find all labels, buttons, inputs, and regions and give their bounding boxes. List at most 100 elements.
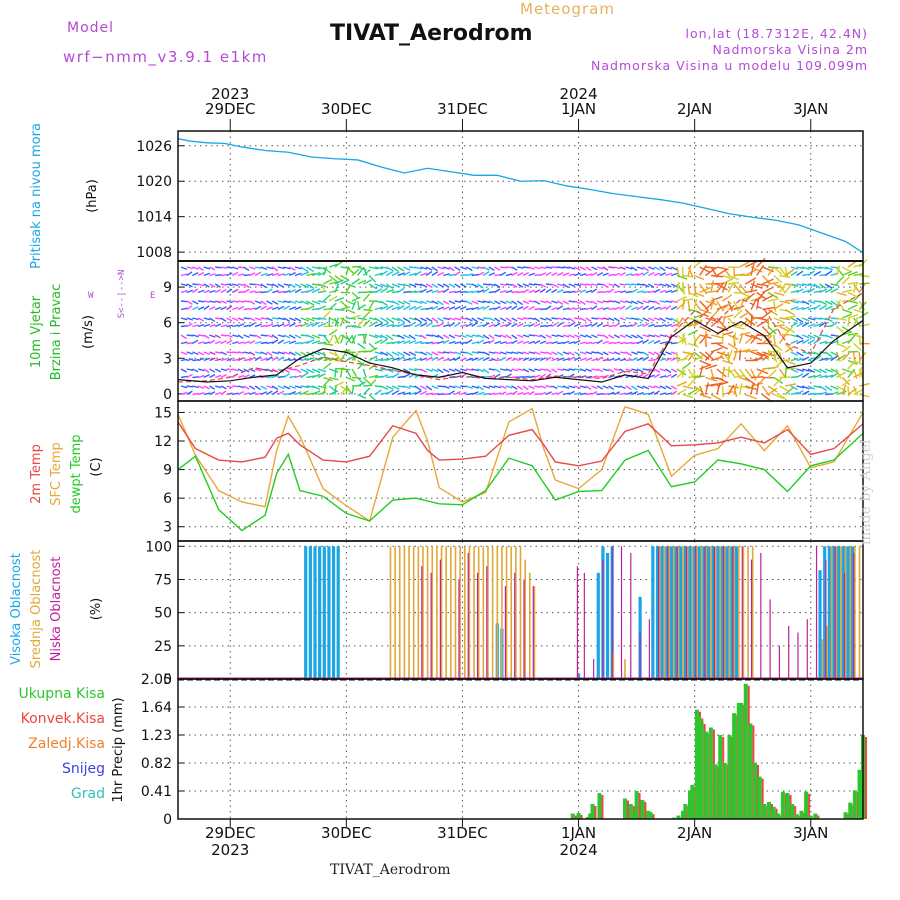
- wind-barb: [425, 368, 433, 373]
- wind-barb: [243, 334, 250, 338]
- wind-barb: [841, 345, 852, 353]
- wind-barb: [494, 340, 501, 345]
- wind-barb: [192, 324, 199, 328]
- wind-barb: [784, 308, 795, 316]
- ytick-label-precip: 2.05: [141, 672, 172, 688]
- ytick-label-pressure: 1020: [136, 174, 172, 190]
- wind-barb: [420, 341, 428, 345]
- wind-barb: [602, 283, 609, 288]
- wind-barb: [294, 368, 302, 374]
- wind-barb: [665, 300, 673, 303]
- precip-total-bar: [785, 793, 790, 819]
- wind-barb: [847, 316, 851, 327]
- wind-barb: [288, 322, 296, 328]
- precip-total-bar: [713, 764, 718, 819]
- wind-barb: [796, 288, 804, 294]
- wind-barb: [835, 351, 842, 362]
- wind-barb: [528, 375, 536, 379]
- wind-barb: [271, 283, 279, 288]
- wind-barb: [288, 283, 296, 288]
- wind-barb: [722, 331, 734, 336]
- wind-barb: [710, 318, 722, 328]
- wind-barb: [579, 351, 587, 355]
- wind-barb: [254, 392, 262, 396]
- wind-barb: [585, 368, 592, 372]
- wind-barb: [824, 270, 833, 277]
- wind-barb: [186, 385, 194, 388]
- wind-barb: [716, 342, 728, 350]
- wind-barb: [465, 300, 473, 305]
- wind-barb: [311, 339, 321, 345]
- wind-barb: [454, 341, 462, 345]
- low-cloud-bar: [611, 546, 613, 679]
- wind-barb: [306, 283, 315, 289]
- wind-barb: [642, 322, 650, 328]
- wind-barb: [648, 300, 655, 303]
- wind-barb: [613, 283, 620, 288]
- wind-barb: [271, 374, 279, 379]
- credit-watermark: made by Angel: [858, 439, 874, 546]
- wind-barb: [835, 265, 841, 276]
- wind-barb: [454, 322, 461, 328]
- wind-barb: [842, 289, 853, 294]
- wind-barb: [574, 283, 581, 287]
- wind-barb: [762, 306, 775, 311]
- wind-barb: [642, 339, 649, 345]
- precip-total-bar: [590, 803, 595, 819]
- wind-barb: [368, 321, 378, 328]
- wind-barb: [756, 264, 765, 276]
- wind-barb: [756, 283, 769, 287]
- wind-barb: [192, 392, 199, 396]
- wind-barb: [408, 321, 416, 328]
- wind-barb: [790, 322, 798, 328]
- wind-barb: [762, 278, 774, 285]
- wind-barb: [779, 385, 790, 392]
- wind-barb: [682, 274, 694, 278]
- wind-barb: [306, 288, 315, 294]
- wind-barb: [625, 341, 633, 345]
- high-cloud-bar: [850, 546, 855, 679]
- wind-barb: [209, 334, 216, 338]
- wind-barb: [414, 322, 423, 328]
- wind-barb: [813, 334, 822, 340]
- wind-barb: [180, 289, 188, 294]
- wind-barb: [648, 290, 655, 294]
- wind-barb: [613, 272, 621, 277]
- wind-barb: [328, 263, 339, 268]
- wind-barb: [790, 385, 798, 391]
- wind-barb: [534, 283, 541, 286]
- wind-barb: [254, 351, 262, 355]
- wind-barb: [260, 357, 268, 362]
- wind-barb: [802, 317, 810, 322]
- wind-barb: [197, 357, 205, 362]
- wind-barb: [425, 351, 433, 356]
- wind-barb: [511, 305, 518, 311]
- wind-barb: [334, 297, 345, 302]
- mid-cloud-bar: [417, 546, 420, 679]
- wind-barb: [636, 305, 644, 311]
- wind-barb: [796, 283, 805, 287]
- wind-barb: [785, 299, 797, 302]
- wind-barb: [317, 317, 327, 320]
- wind-barb: [363, 308, 373, 312]
- wind-barb: [323, 376, 333, 382]
- wind-barb: [408, 351, 417, 357]
- wind-barb: [209, 323, 216, 328]
- wind-barb: [579, 317, 587, 322]
- wind-barb: [733, 300, 740, 312]
- wind-barb: [602, 324, 609, 328]
- wind-barb: [197, 391, 205, 396]
- wind-barb: [431, 283, 439, 289]
- wind-barb: [796, 307, 805, 311]
- wind-barb: [420, 317, 427, 322]
- wind-barb: [557, 283, 564, 287]
- high-cloud-bar: [841, 546, 845, 679]
- wind-barb: [733, 309, 743, 319]
- wind-barb: [693, 291, 705, 298]
- wind-barb: [374, 334, 383, 339]
- wind-barb: [391, 385, 400, 390]
- wind-barb: [642, 385, 650, 390]
- wind-barb: [311, 266, 321, 270]
- precip-total-bar: [848, 802, 853, 819]
- wind-barb: [670, 368, 678, 373]
